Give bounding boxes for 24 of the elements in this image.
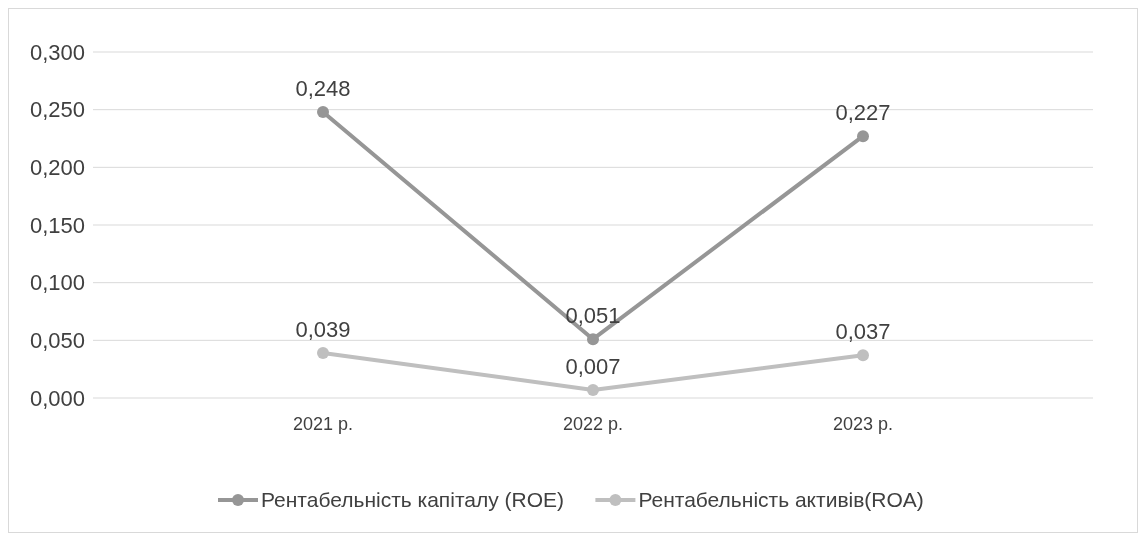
data-label: 0,039 [295, 317, 351, 343]
x-tick-label: 2023 р. [832, 414, 894, 434]
y-tick-label: 0,000 [29, 385, 85, 411]
point [857, 349, 869, 362]
data-label: 0,037 [835, 319, 891, 345]
data-label: 0,051 [565, 303, 621, 329]
y-tick-label: 0,200 [29, 155, 85, 181]
y-tick-label: 0,100 [29, 270, 85, 296]
data-label: 0,007 [565, 353, 621, 379]
y-tick-label: 0,250 [29, 97, 85, 123]
y-tick-label: 0,050 [29, 328, 85, 354]
point [857, 130, 869, 143]
y-tick-label: 0,300 [29, 39, 85, 65]
x-tick-label: 2021 р. [292, 414, 354, 434]
legend-label: Рентабельність капіталу (ROE) [261, 488, 565, 512]
legend-label: Рентабельність активів(ROA) [638, 488, 924, 512]
y-tick-label: 0,150 [29, 212, 85, 238]
data-label: 0,248 [295, 75, 351, 101]
point [317, 347, 329, 360]
point [317, 105, 329, 118]
data-label: 0,227 [835, 100, 891, 126]
point [587, 333, 599, 346]
x-tick-label: 2022 р. [562, 414, 624, 434]
point [587, 383, 599, 396]
